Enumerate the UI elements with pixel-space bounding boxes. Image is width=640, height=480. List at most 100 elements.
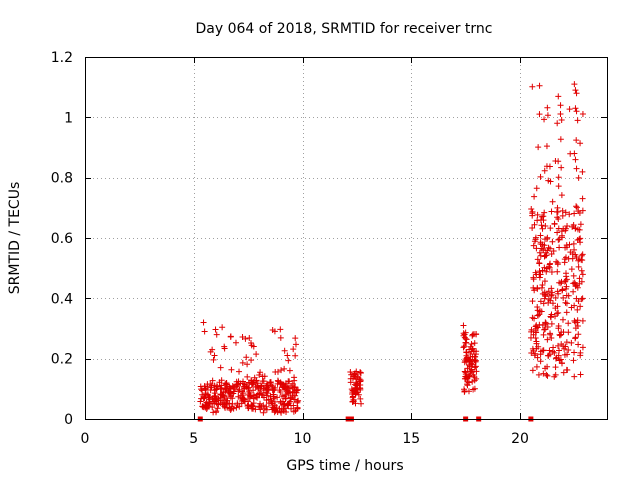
- data-point: [572, 105, 579, 112]
- data-point: [551, 221, 558, 228]
- data-point: [283, 388, 290, 395]
- data-point: [555, 236, 562, 243]
- data-point: [204, 391, 211, 398]
- data-point: [472, 358, 479, 365]
- data-point: [280, 384, 287, 391]
- data-point: [357, 386, 364, 393]
- data-point: [533, 363, 540, 370]
- data-point: [351, 388, 358, 395]
- data-point: [579, 207, 586, 214]
- data-point: [236, 368, 243, 375]
- data-point: [240, 390, 247, 397]
- data-point: [468, 341, 475, 348]
- data-point: [536, 249, 543, 256]
- data-point: [564, 222, 571, 229]
- data-point: [552, 364, 559, 371]
- data-point: [254, 380, 261, 387]
- data-point: [552, 305, 559, 312]
- data-point: [547, 260, 554, 267]
- data-point: [555, 93, 562, 100]
- data-point: [531, 193, 538, 200]
- data-point: [281, 347, 288, 354]
- data-point: [579, 168, 586, 175]
- data-point: [245, 404, 252, 411]
- data-point: [540, 370, 547, 377]
- data-point: [571, 302, 578, 309]
- data-point: [556, 357, 563, 364]
- data-point: [576, 280, 583, 287]
- data-point: [263, 397, 270, 404]
- data-point: [568, 266, 575, 273]
- data-point: [245, 379, 252, 386]
- data-point: [574, 117, 581, 124]
- data-point: [290, 402, 297, 409]
- data-point: [529, 225, 536, 232]
- data-point: [528, 350, 535, 357]
- x-axis-label: GPS time / hours: [286, 458, 403, 474]
- data-point: [556, 331, 563, 338]
- data-point: [572, 156, 579, 163]
- data-point: [224, 397, 231, 404]
- data-point: [575, 341, 582, 348]
- data-point: [539, 225, 546, 232]
- data-point: [465, 379, 472, 386]
- data-point: [270, 387, 277, 394]
- data-point: [224, 404, 231, 411]
- data-point: [243, 354, 250, 361]
- data-point: [539, 322, 546, 329]
- data-point: [544, 290, 551, 297]
- data-point: [260, 409, 267, 416]
- data-point: [529, 83, 536, 90]
- data-point: [556, 244, 563, 251]
- data-point: [216, 379, 223, 386]
- data-point: [460, 330, 467, 337]
- data-point: [534, 324, 541, 331]
- x-tick-label: 15: [402, 431, 420, 447]
- data-point: [530, 242, 537, 249]
- data-point: [209, 404, 216, 411]
- data-point: [555, 183, 562, 190]
- data-point: [473, 368, 480, 375]
- data-point: [572, 87, 579, 94]
- data-point: [561, 351, 568, 358]
- data-point: [565, 346, 572, 353]
- data-point: [572, 225, 579, 232]
- data-point: [201, 328, 208, 335]
- data-point: [542, 365, 549, 372]
- data-point: [571, 373, 578, 380]
- data-point: [471, 340, 478, 347]
- data-point: [536, 260, 543, 267]
- data-point: [534, 312, 541, 319]
- data-point: [555, 309, 562, 316]
- data-point: [559, 234, 566, 241]
- data-point: [286, 400, 293, 407]
- data-point: [284, 401, 291, 408]
- data-point: [256, 371, 263, 378]
- data-point: [281, 365, 288, 372]
- data-point: [294, 398, 301, 405]
- data-point: [211, 400, 218, 407]
- data-point: [566, 106, 573, 113]
- data-point: [537, 351, 544, 358]
- data-point: [207, 348, 214, 355]
- data-point: [548, 285, 555, 292]
- data-point: [541, 242, 548, 249]
- data-point: [277, 326, 284, 333]
- data-point: [531, 352, 538, 359]
- data-point: [569, 251, 576, 258]
- data-point: [530, 276, 537, 283]
- data-point: [232, 386, 239, 393]
- data-point: [292, 335, 299, 342]
- data-point: [555, 342, 562, 349]
- data-point: [558, 360, 565, 367]
- data-point: [358, 400, 365, 407]
- data-point: [200, 319, 207, 326]
- y-tick-label: 1.2: [51, 50, 73, 66]
- data-point: [573, 165, 580, 172]
- data-point: [257, 369, 264, 376]
- data-point: [223, 380, 230, 387]
- data-point: [237, 380, 244, 387]
- data-point: [571, 349, 578, 356]
- data-point: [274, 394, 281, 401]
